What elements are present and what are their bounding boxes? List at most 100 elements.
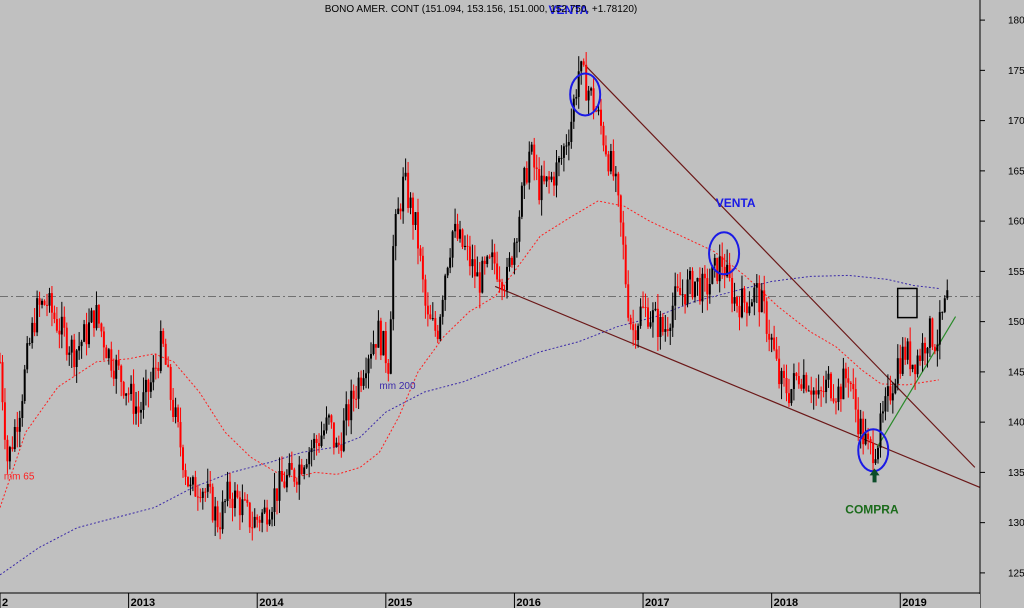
candle-body [807,390,810,392]
candle-body [436,330,439,340]
candle-body [926,347,929,354]
candle-body [394,214,397,247]
candle-body [473,259,476,277]
candle-body [877,447,879,460]
candle-body [891,393,894,401]
candle-body [357,377,360,399]
candle-body [127,393,130,395]
candle-body [523,168,526,186]
candle-body [365,373,367,379]
candle-body [154,367,157,369]
candle-body [142,392,145,410]
candle-body [429,314,432,319]
venta-2-circle [708,231,741,276]
y-tick-label: 170 [1008,116,1024,127]
candle-body [298,464,301,485]
candle-body [637,325,640,340]
candle-body [671,305,674,328]
candle-body [775,349,778,359]
candle-body [157,367,160,371]
candle-body [169,366,172,400]
candle-body [896,358,899,384]
candle-body [340,445,343,451]
candle-body [642,306,644,308]
candle-body [325,417,328,431]
candle-body [162,331,165,344]
candle-body [281,471,283,482]
candle-body [595,110,598,112]
candle-body [337,442,340,445]
candle-body [723,266,726,277]
candle-body [120,365,123,382]
candle-body [535,167,538,169]
candle-body [33,322,36,333]
candle-body [6,439,9,462]
candle-body [822,391,825,392]
candle-body [330,415,333,423]
buy-arrow-icon [869,468,880,483]
candle-body [28,343,31,345]
candle-body [602,125,605,146]
candle-body [68,352,71,355]
y-tick-label: 135 [1008,468,1024,479]
candle-body [164,343,167,365]
candle-body [805,374,808,391]
candle-body [137,406,140,413]
y-tick-label: 150 [1008,317,1024,328]
candle-body [308,452,311,465]
candle-body [919,355,921,361]
candle-body [360,377,363,386]
candle-body [256,516,259,520]
candle-body [26,343,29,370]
candle-body [689,270,691,280]
candle-body [48,293,51,306]
candle-body [478,272,481,293]
y-tick-label: 145 [1008,367,1024,378]
candle-body [21,401,24,418]
compra-label: COMPRA [845,503,899,517]
candle-body [167,364,170,367]
candle-body [857,409,860,435]
candle-body [85,324,88,345]
candle-body [797,376,800,385]
candle-body [553,176,555,186]
candle-body [533,144,536,168]
x-tick-label: 2 [2,597,8,608]
venta-1-circle [569,72,602,117]
candle-body [619,195,622,223]
candle-body [318,443,320,446]
candle-body [122,382,125,396]
candle-body [36,298,39,333]
candle-body [194,477,197,497]
candle-body [258,519,261,523]
candle-body [844,368,847,379]
candle-body [548,176,551,180]
candle-body [206,483,209,492]
candle-body [303,467,306,474]
x-tick-label: 2013 [131,597,155,608]
candle-body [609,151,612,172]
candle-body [679,288,682,296]
candle-body [268,519,271,525]
candle-body [224,501,227,503]
candle-body [600,109,602,126]
candle-body [788,393,790,404]
candle-body [711,265,714,284]
candle-body [140,409,142,413]
candle-body [760,290,763,313]
candle-body [184,470,187,477]
candle-body [931,318,934,347]
candle-body [110,349,113,371]
candle-body [654,308,657,311]
candle-body [374,344,377,348]
candle-body [382,331,385,356]
candle-body [515,241,518,243]
candle-body [498,279,501,282]
uptrend-line [876,316,957,448]
candle-body [431,318,434,320]
candle-body [567,142,570,146]
candle-body [293,469,296,482]
candle-body [731,278,734,304]
candle-body [179,422,182,448]
candle-body [528,151,531,183]
